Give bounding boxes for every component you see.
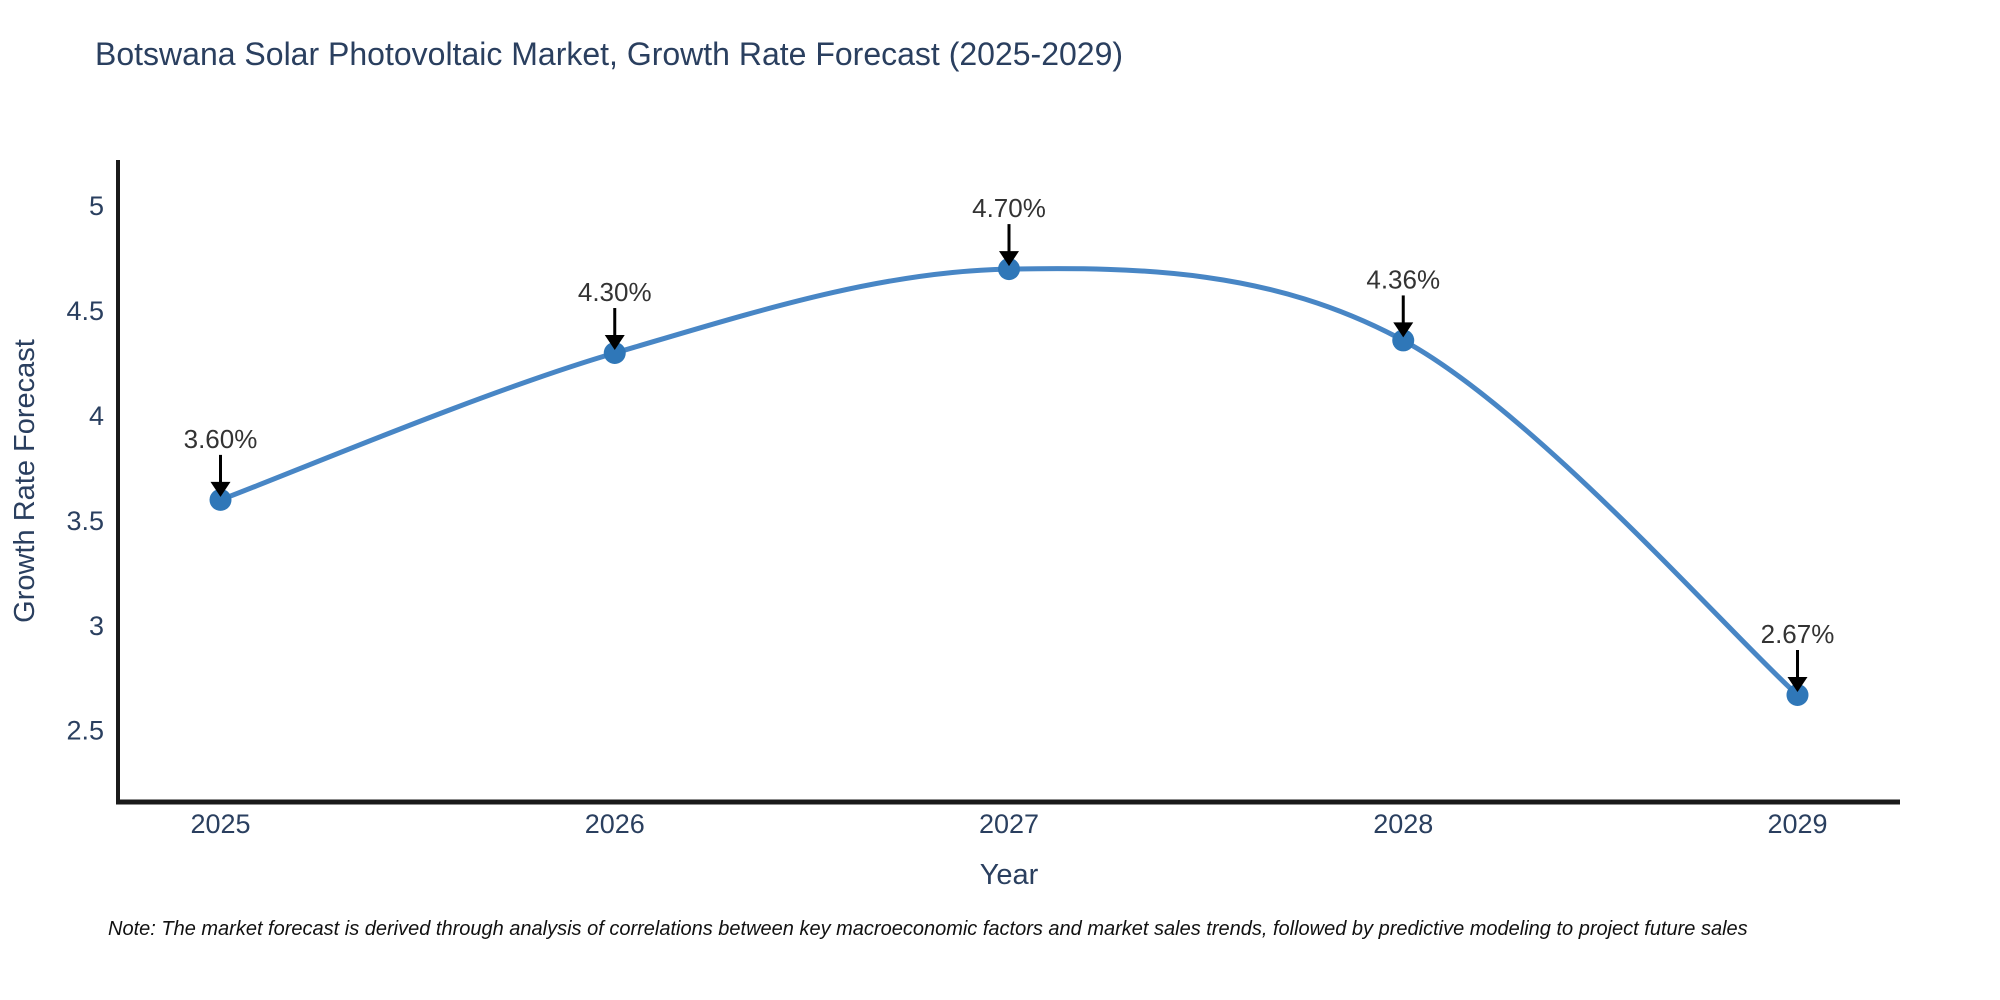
annotation-label: 4.70% — [972, 193, 1046, 223]
annotation-arrowhead-icon — [999, 251, 1019, 267]
chart-title: Botswana Solar Photovoltaic Market, Grow… — [95, 36, 1124, 72]
data-point-2027[interactable] — [998, 258, 1020, 281]
annotation-label: 4.36% — [1366, 264, 1440, 294]
y-axis-title: Growth Rate Forecast — [9, 339, 41, 623]
y-tick-label: 4.5 — [66, 296, 104, 326]
x-tick-label: 2029 — [1767, 809, 1827, 839]
y-tick-label: 3 — [89, 611, 104, 641]
footnote: Note: The market forecast is derived thr… — [108, 918, 1748, 940]
data-point-2026[interactable] — [603, 342, 626, 365]
data-point-2028[interactable] — [1392, 329, 1415, 352]
y-tick-label: 3.5 — [66, 506, 104, 536]
data-point-2025[interactable] — [209, 488, 232, 511]
annotation-arrowhead-icon — [1393, 322, 1414, 338]
y-tick-label: 4 — [89, 401, 104, 431]
growth-rate-line — [218, 266, 1800, 698]
x-tick-label: 2026 — [585, 809, 645, 839]
x-tick-label: 2025 — [190, 809, 250, 839]
annotation-label: 3.60% — [184, 424, 258, 454]
annotation-label: 4.30% — [578, 277, 652, 307]
x-tick-label: 2027 — [979, 809, 1039, 839]
annotation-label: 2.67% — [1761, 619, 1835, 649]
y-tick-label: 2.5 — [66, 716, 104, 746]
y-tick-label: 5 — [89, 191, 104, 221]
annotation-arrowhead-icon — [210, 481, 231, 497]
x-tick-label: 2028 — [1373, 809, 1433, 839]
annotation-arrowhead-icon — [604, 335, 625, 351]
data-point-2029[interactable] — [1786, 684, 1809, 706]
annotation-arrowhead-icon — [1787, 677, 1808, 692]
x-axis-title: Year — [980, 859, 1039, 891]
